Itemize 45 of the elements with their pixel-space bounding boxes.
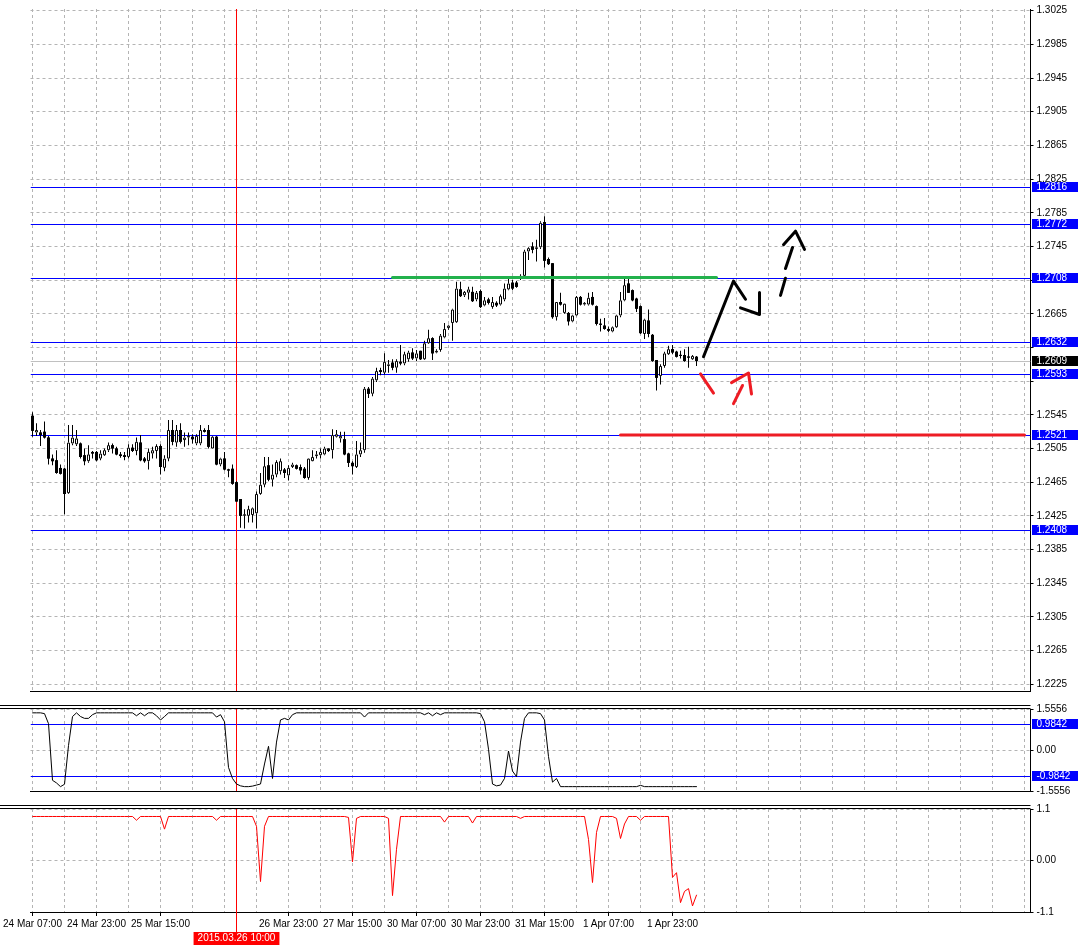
y-tick-label: 1.2665 — [1036, 307, 1068, 319]
y-tick-label: 1.2825 — [1036, 172, 1068, 184]
y-tick-label: 1.2345 — [1036, 576, 1068, 588]
x-tick-label: 27 Mar 15:00 — [323, 917, 383, 929]
ref-line-label: -0.9842 — [1036, 770, 1071, 782]
x-tick-label: 30 Mar 23:00 — [451, 917, 511, 929]
y-tick-label: 0.00 — [1036, 854, 1057, 866]
y-tick-label: 1.2305 — [1036, 610, 1068, 622]
y-tick-label: 0.00 — [1036, 743, 1057, 755]
y-tick-label: 1.1 — [1036, 802, 1051, 814]
ref-line-label: 1.2772 — [1036, 218, 1068, 230]
y-tick-label: 1.2505 — [1036, 442, 1068, 454]
ref-line-label: 1.2708 — [1036, 272, 1068, 284]
x-tick-label: 31 Mar 15:00 — [515, 917, 575, 929]
y-tick-label: 1.2465 — [1036, 475, 1068, 487]
y-tick-label: 1.2545 — [1036, 408, 1068, 420]
y-tick-label: 1.2865 — [1036, 139, 1068, 151]
ref-line-label: 1.2609 — [1036, 355, 1068, 367]
y-tick-label: -1.1 — [1036, 905, 1055, 917]
x-tick-label: 2015.03.26 10:00 — [197, 932, 276, 944]
x-tick-label: 30 Mar 07:00 — [387, 917, 447, 929]
y-tick-label: 1.2225 — [1036, 678, 1068, 690]
x-tick-label: 25 Mar 15:00 — [131, 917, 191, 929]
y-tick-label: 1.2425 — [1036, 509, 1068, 521]
x-tick-label: 1 Apr 23:00 — [646, 917, 699, 929]
y-tick-label: 1.3025 — [1036, 4, 1068, 16]
ref-line-label: 1.2632 — [1036, 336, 1068, 348]
ref-line-label: 0.9842 — [1036, 718, 1068, 730]
ref-line-label: 1.2408 — [1036, 524, 1068, 536]
ref-line-label: 1.2816 — [1036, 181, 1068, 193]
y-tick-label: 1.2745 — [1036, 240, 1068, 252]
y-tick-label: 1.2985 — [1036, 38, 1068, 50]
x-tick-label: 24 Mar 23:00 — [67, 917, 127, 929]
ref-line-label: 1.2593 — [1036, 368, 1068, 380]
y-tick-label: 1.2385 — [1036, 543, 1068, 555]
x-tick-label: 1 Apr 07:00 — [582, 917, 635, 929]
y-tick-label: 1.5556 — [1036, 702, 1068, 714]
x-tick-label: 26 Mar 23:00 — [259, 917, 319, 929]
ref-line-label: 1.2521 — [1036, 429, 1068, 441]
y-tick-label: 1.2945 — [1036, 71, 1068, 83]
y-tick-label: 1.2265 — [1036, 644, 1068, 656]
y-tick-label: -1.5556 — [1036, 784, 1071, 796]
x-tick-label: 24 Mar 07:00 — [3, 917, 63, 929]
y-tick-label: 1.2785 — [1036, 206, 1068, 218]
y-tick-label: 1.2905 — [1036, 105, 1068, 117]
